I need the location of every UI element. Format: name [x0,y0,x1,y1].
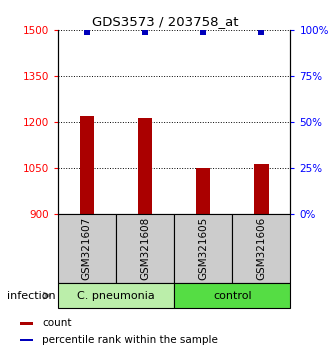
Bar [20,322,33,325]
Text: GDS3573 / 203758_at: GDS3573 / 203758_at [92,15,238,28]
Text: control: control [213,291,251,301]
Bar [232,214,290,283]
Text: GSM321608: GSM321608 [140,217,150,280]
Text: GSM321606: GSM321606 [256,217,266,280]
Bar [58,214,116,283]
Bar [196,167,211,214]
Text: infection: infection [7,291,55,301]
Text: percentile rank within the sample: percentile rank within the sample [42,335,218,345]
Bar [80,116,94,214]
Bar [254,164,269,214]
Text: GSM321607: GSM321607 [82,217,92,280]
Bar [20,338,33,341]
Text: GSM321605: GSM321605 [198,217,208,280]
Bar [174,214,232,283]
Bar [58,283,174,308]
Bar [138,118,152,214]
Bar [116,214,174,283]
Text: C. pneumonia: C. pneumonia [77,291,155,301]
Bar [174,283,290,308]
Text: count: count [42,319,72,329]
